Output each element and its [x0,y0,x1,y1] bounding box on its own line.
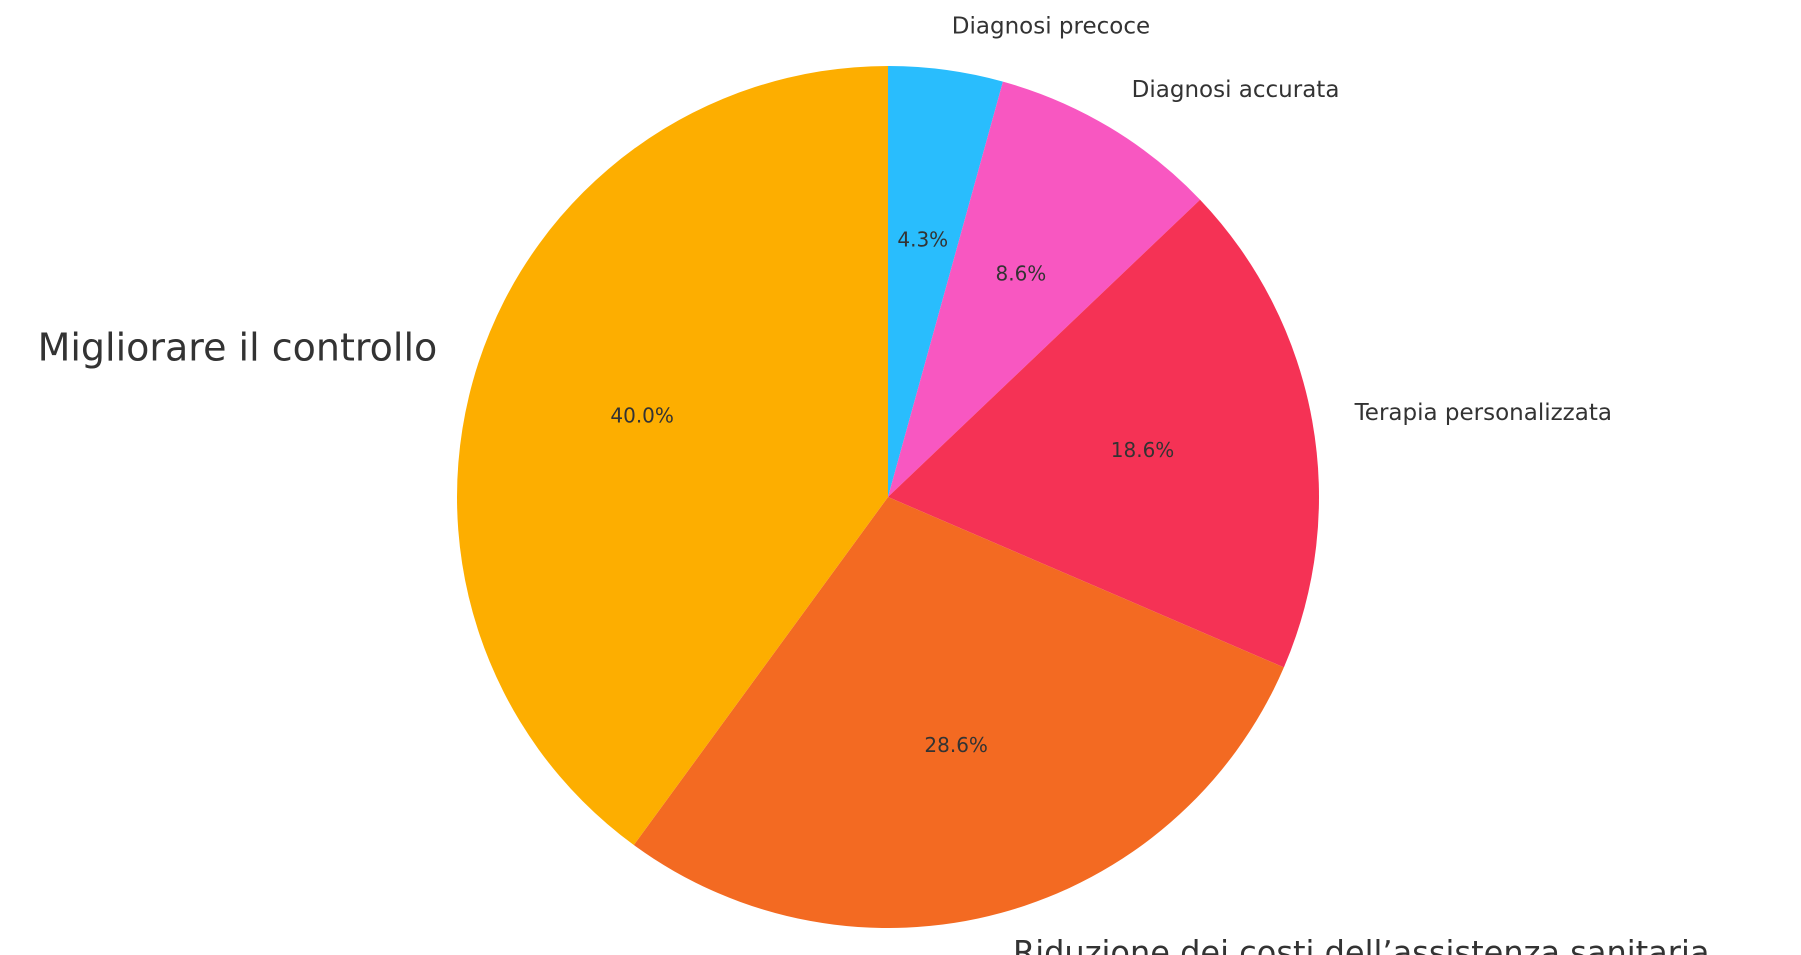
pie-slice [888,66,1003,497]
value-label: 40.0% [610,403,674,427]
slice-label: Migliorare il controllo [38,325,438,369]
pie-slice [888,199,1319,668]
slice-label: Diagnosi accurata [1132,77,1340,103]
slice-label: Terapia personalizzata [1354,400,1612,426]
value-label: 28.6% [924,733,988,757]
value-label: 8.6% [996,262,1047,286]
pie-slice [633,497,1284,928]
slice-label: Riduzione dei costi dell’assistenza sani… [1013,933,1709,955]
pie-slice [888,81,1201,497]
value-label: 18.6% [1111,438,1175,462]
slice-label: Diagnosi precoce [952,14,1150,40]
value-label: 4.3% [897,227,948,251]
pie-slice [457,65,888,846]
